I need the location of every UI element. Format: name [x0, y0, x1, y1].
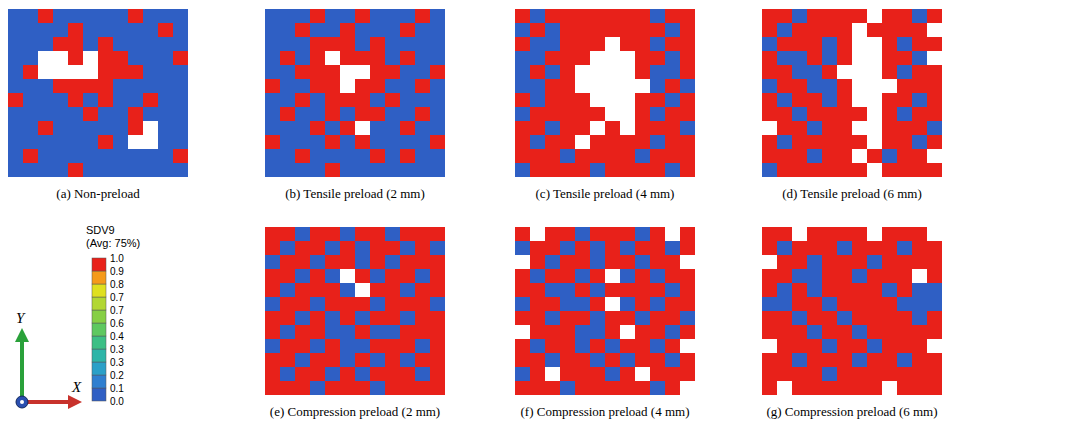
html-text:(c) Tensile preload (4 mm): (c) Tensile preload (4 mm)	[535, 186, 675, 201]
svg-text:SDV9: SDV9	[86, 224, 115, 236]
svg-text:0.3: 0.3	[110, 344, 124, 355]
svg-text:0.9: 0.9	[110, 266, 124, 277]
svg-text:0.4: 0.4	[110, 331, 124, 342]
svg-text:X: X	[71, 379, 82, 395]
svg-text:Y: Y	[16, 310, 26, 326]
svg-text:0.8: 0.8	[110, 279, 124, 290]
html-text:(e) Compression preload (2 mm): (e) Compression preload (2 mm)	[269, 404, 441, 419]
svg-text:(Avg: 75%): (Avg: 75%)	[86, 237, 140, 249]
svg-text:0.7: 0.7	[110, 305, 124, 316]
html-text:(a) Non-preload: (a) Non-preload	[56, 186, 140, 201]
html-text:(f) Compression preload (4 mm): (f) Compression preload (4 mm)	[520, 404, 690, 419]
svg-text:0.0: 0.0	[110, 396, 124, 407]
html-text:(d) Tensile preload (6 mm): (d) Tensile preload (6 mm)	[782, 186, 922, 201]
svg-text:0.3: 0.3	[110, 357, 124, 368]
html-text:(g) Compression preload (6 mm): (g) Compression preload (6 mm)	[766, 404, 938, 419]
html-text:(b) Tensile preload (2 mm): (b) Tensile preload (2 mm)	[285, 186, 425, 201]
svg-text:0.6: 0.6	[110, 318, 124, 329]
svg-text:0.1: 0.1	[110, 383, 124, 394]
svg-text:1.0: 1.0	[110, 253, 124, 264]
svg-text:0.7: 0.7	[110, 292, 124, 303]
svg-text:0.2: 0.2	[110, 370, 124, 381]
